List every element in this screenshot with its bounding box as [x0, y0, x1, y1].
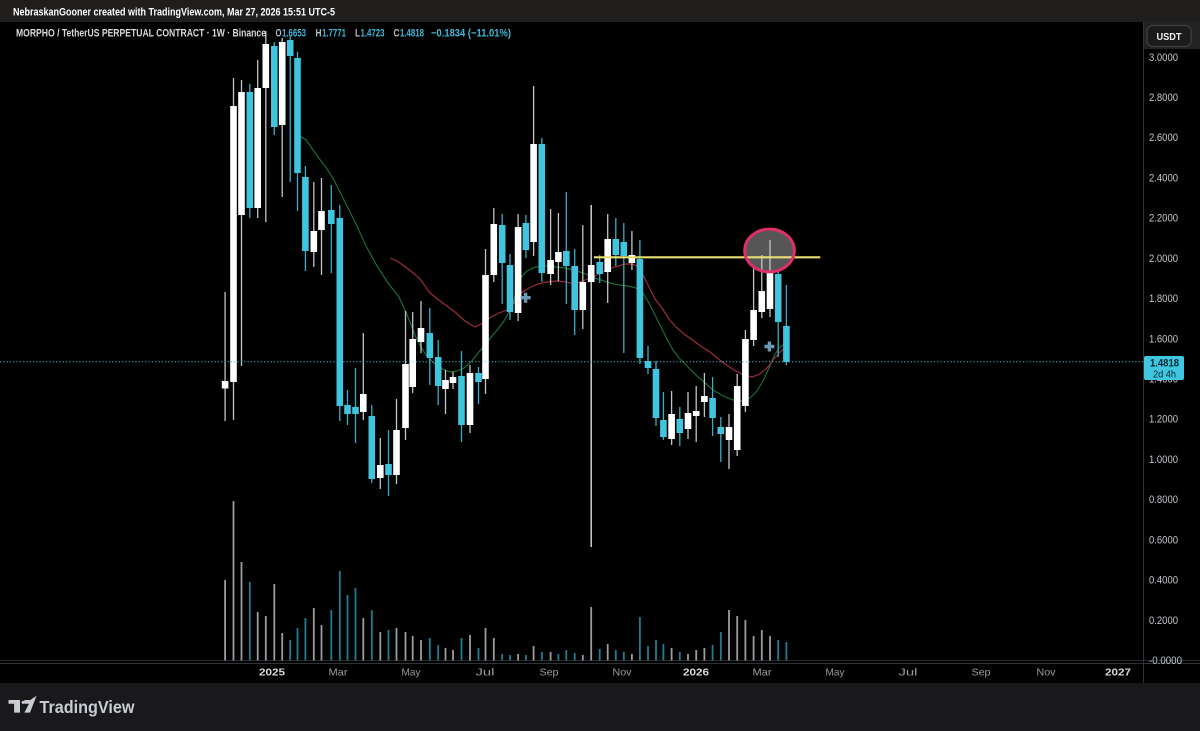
svg-text:Jul: Jul — [899, 667, 918, 679]
svg-text:2.4000: 2.4000 — [1149, 172, 1178, 184]
svg-text:H: H — [316, 28, 322, 40]
svg-text:MORPHO / TetherUS PERPETUAL CO: MORPHO / TetherUS PERPETUAL CONTRACT · 1… — [16, 28, 266, 40]
svg-text:May: May — [402, 667, 422, 679]
svg-text:1.7771: 1.7771 — [322, 28, 346, 40]
svg-text:2026: 2026 — [683, 667, 709, 679]
svg-text:Mar: Mar — [329, 667, 349, 679]
svg-text:2.0000: 2.0000 — [1149, 253, 1178, 265]
svg-text:3.0000: 3.0000 — [1149, 52, 1178, 64]
svg-text:2025: 2025 — [259, 667, 285, 679]
svg-text:1.2000: 1.2000 — [1149, 414, 1178, 426]
svg-text:Jul: Jul — [476, 667, 495, 679]
svg-text:0.4000: 0.4000 — [1149, 575, 1178, 587]
svg-text:0.2000: 0.2000 — [1149, 615, 1178, 627]
svg-text:2.6000: 2.6000 — [1149, 132, 1178, 144]
svg-text:C: C — [394, 28, 400, 40]
svg-text:1.4723: 1.4723 — [361, 28, 385, 40]
svg-text:Nov: Nov — [1037, 667, 1057, 679]
svg-text:−0.1834 (−11.01%): −0.1834 (−11.01%) — [431, 28, 511, 40]
svg-text:May: May — [826, 667, 846, 679]
svg-text:0.8000: 0.8000 — [1149, 494, 1178, 506]
svg-text:L: L — [355, 28, 360, 40]
svg-text:2.8000: 2.8000 — [1149, 92, 1178, 104]
svg-text:1.6653: 1.6653 — [282, 28, 306, 40]
svg-text:NebraskanGooner created with T: NebraskanGooner created with TradingView… — [13, 7, 335, 19]
svg-text:1.4818: 1.4818 — [1150, 358, 1179, 370]
svg-text:-0.0000: -0.0000 — [1149, 655, 1182, 667]
svg-text:USDT: USDT — [1157, 31, 1183, 43]
svg-text:2027: 2027 — [1105, 667, 1131, 679]
svg-text:2.2000: 2.2000 — [1149, 213, 1178, 225]
svg-text:0.6000: 0.6000 — [1149, 534, 1178, 546]
svg-text:TradingView: TradingView — [40, 697, 135, 717]
svg-text:1.6000: 1.6000 — [1149, 333, 1178, 345]
svg-text:Sep: Sep — [972, 667, 991, 679]
svg-text:2d 4h: 2d 4h — [1153, 370, 1176, 381]
svg-text:1.4818: 1.4818 — [400, 28, 424, 40]
svg-text:1.0000: 1.0000 — [1149, 454, 1178, 466]
svg-text:Sep: Sep — [540, 667, 559, 679]
svg-text:Mar: Mar — [753, 667, 773, 679]
svg-text:Nov: Nov — [613, 667, 633, 679]
svg-text:1.8000: 1.8000 — [1149, 293, 1178, 305]
svg-text:O: O — [276, 28, 282, 40]
